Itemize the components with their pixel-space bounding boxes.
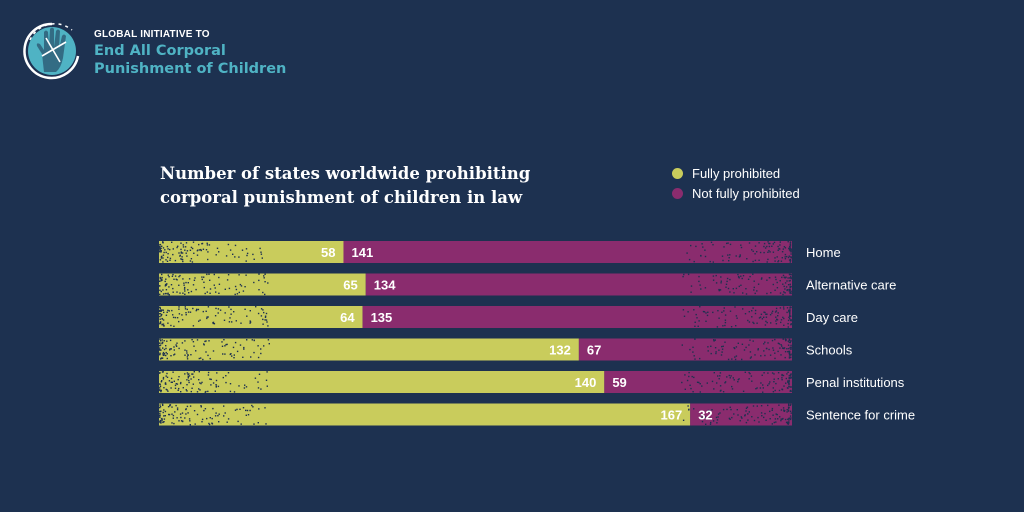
bar-texture-day-care bbox=[159, 306, 792, 328]
bar-texture-penal-institutions bbox=[159, 371, 792, 393]
value-label-fully-alternative-care: 65 bbox=[343, 278, 357, 293]
bar-fully-day-care bbox=[159, 306, 363, 328]
value-label-fully-sentence-for-crime: 167 bbox=[661, 408, 683, 423]
value-label-not-fully-sentence-for-crime: 32 bbox=[698, 408, 712, 423]
value-label-not-fully-home: 141 bbox=[351, 245, 373, 260]
bar-texture-alternative-care bbox=[159, 273, 792, 296]
bar-fully-schools bbox=[159, 338, 579, 361]
legend-item-fully: Fully prohibited bbox=[672, 163, 800, 183]
category-label-penal-institutions: Penal institutions bbox=[806, 375, 905, 390]
bar-not-fully-alternative-care bbox=[365, 273, 792, 296]
category-label-home: Home bbox=[806, 245, 841, 260]
bar-texture-home bbox=[159, 241, 792, 263]
value-label-not-fully-day-care: 135 bbox=[371, 310, 393, 325]
org-logo: GLOBAL INITIATIVE TO End All Corporal Pu… bbox=[22, 20, 286, 84]
org-name-line3: Punishment of Children bbox=[94, 61, 287, 77]
legend-label-not-fully: Not fully prohibited bbox=[692, 185, 800, 201]
value-label-fully-penal-institutions: 140 bbox=[575, 375, 597, 390]
value-label-fully-day-care: 64 bbox=[340, 310, 355, 325]
category-label-alternative-care: Alternative care bbox=[806, 278, 896, 293]
value-label-not-fully-alternative-care: 134 bbox=[374, 278, 396, 293]
bar-fully-sentence-for-crime bbox=[159, 403, 691, 426]
bar-not-fully-day-care bbox=[362, 306, 792, 328]
legend-swatch-fully bbox=[672, 167, 683, 179]
value-label-not-fully-penal-institutions: 59 bbox=[612, 375, 626, 390]
chart-title: Number of states worldwide prohibiting c… bbox=[160, 164, 531, 207]
hand-icon bbox=[23, 22, 80, 80]
bar-texture-sentence-for-crime bbox=[159, 403, 792, 426]
value-label-fully-schools: 132 bbox=[549, 343, 571, 358]
legend-item-not-fully: Not fully prohibited bbox=[672, 183, 800, 203]
legend-swatch-not-fully bbox=[672, 187, 683, 199]
legend-label-fully: Fully prohibited bbox=[692, 165, 781, 181]
chart-legend: Fully prohibited Not fully prohibited bbox=[672, 163, 800, 203]
org-name-line1: GLOBAL INITIATIVE TO bbox=[94, 29, 210, 40]
bar-fully-penal-institutions bbox=[159, 371, 605, 393]
bar-texture-schools bbox=[159, 338, 792, 361]
value-label-not-fully-schools: 67 bbox=[587, 343, 601, 358]
bar-fully-alternative-care bbox=[159, 273, 366, 296]
bar-not-fully-schools bbox=[578, 338, 792, 361]
category-label-schools: Schools bbox=[806, 343, 853, 358]
category-label-day-care: Day care bbox=[806, 310, 858, 325]
value-label-fully-home: 58 bbox=[321, 245, 335, 260]
bar-fully-home bbox=[159, 241, 344, 263]
bar-not-fully-home bbox=[343, 241, 792, 263]
category-label-sentence-for-crime: Sentence for crime bbox=[806, 408, 915, 423]
org-name-line2: End All Corporal bbox=[94, 43, 226, 59]
